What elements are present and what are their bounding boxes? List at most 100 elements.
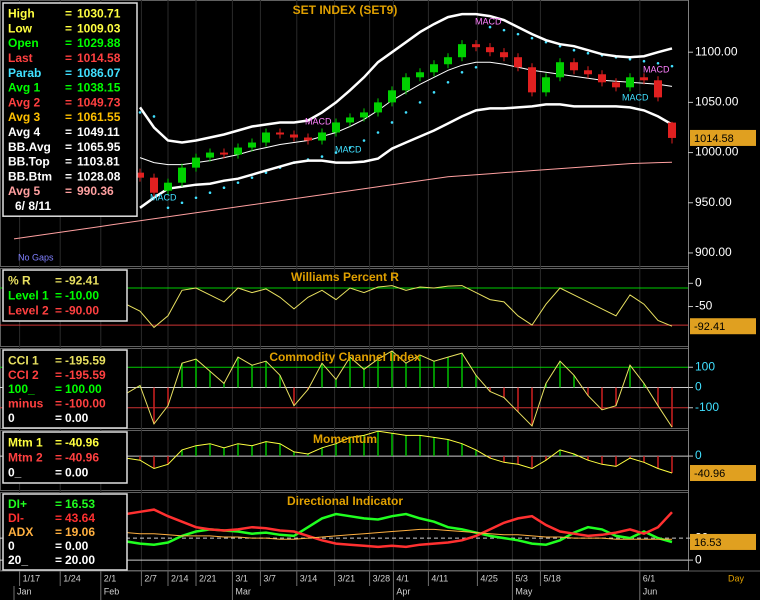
parab-dot xyxy=(642,59,646,63)
overlay-line xyxy=(138,12,673,144)
parab-dot xyxy=(656,61,660,65)
month-label: Jan xyxy=(17,586,32,596)
legend-separator: = xyxy=(65,140,72,154)
x-tick-label: 2/7 xyxy=(144,573,157,583)
candle-body xyxy=(220,152,228,155)
legend-name: Mtm 2 xyxy=(8,451,43,465)
y-tick-label: 100 xyxy=(695,359,715,373)
parab-dot xyxy=(334,151,338,154)
legend-name: 0 xyxy=(8,411,15,425)
x-tick-label: 2/21 xyxy=(199,573,217,583)
legend-separator: = xyxy=(65,125,72,139)
legend-value: -92.41 xyxy=(65,274,99,288)
legend-value: 1014.58 xyxy=(77,51,121,65)
legend-separator: = xyxy=(55,436,62,450)
x-axis-label: Day xyxy=(728,573,745,583)
candle-body xyxy=(416,72,424,78)
legend-separator: = xyxy=(65,184,72,198)
parab-dot xyxy=(404,111,408,114)
parab-dot xyxy=(222,186,226,190)
legend-name: BB.Top xyxy=(8,155,50,169)
legend-separator: = xyxy=(65,51,72,65)
legend-value: 1086.07 xyxy=(77,66,121,80)
parab-dot xyxy=(530,36,534,40)
legend-name: Level 1 xyxy=(8,289,49,303)
x-tick-label: 1/24 xyxy=(63,573,81,583)
y-tick-label: 1050.00 xyxy=(695,95,739,109)
y-tick-label: 900.00 xyxy=(695,245,732,259)
candle-body xyxy=(332,122,340,133)
legend-value: 16.53 xyxy=(65,497,95,511)
candle-body xyxy=(164,182,172,191)
y-tick-label: -100 xyxy=(695,400,719,414)
x-tick-label: 5/3 xyxy=(515,573,528,583)
chart-title: SET INDEX (SET9) xyxy=(293,3,398,17)
parab-dot xyxy=(250,176,254,179)
candle-body xyxy=(262,132,270,143)
candle-body xyxy=(486,47,494,53)
legend-value: -195.59 xyxy=(65,368,106,382)
x-tick-label: 5/18 xyxy=(543,573,561,583)
legend-date: 6/ 8/11 xyxy=(15,199,51,213)
legend-separator: = xyxy=(65,21,72,35)
legend-separator: = xyxy=(55,382,62,396)
month-label: Jun xyxy=(643,586,658,596)
legend-separator: = xyxy=(55,466,62,480)
legend-name: BB.Avg xyxy=(8,140,51,154)
parab-dot xyxy=(180,201,184,205)
parab-dot xyxy=(586,51,590,55)
annotation: MACD xyxy=(335,144,362,154)
legend-value: -40.96 xyxy=(65,436,99,450)
value-box xyxy=(690,465,756,482)
x-tick-label: 2/1 xyxy=(104,573,117,583)
legend-separator: = xyxy=(55,411,62,425)
legend-name: Level 2 xyxy=(8,304,49,318)
parab-dot xyxy=(418,101,422,104)
panel-title: Directional Indicator xyxy=(287,494,403,508)
legend-name: Avg 2 xyxy=(8,95,41,109)
x-tick-label: 3/7 xyxy=(263,573,276,583)
legend-value: -195.59 xyxy=(65,353,106,367)
parab-dot xyxy=(460,70,464,74)
candle-body xyxy=(556,62,564,78)
parab-dot xyxy=(474,65,478,69)
parab-dot xyxy=(138,111,142,114)
legend-value: -100.00 xyxy=(65,397,106,411)
value-box-label: -40.96 xyxy=(694,468,725,480)
candle-body xyxy=(150,177,158,193)
panel-title: Momentum xyxy=(313,432,377,446)
parab-dot xyxy=(432,91,436,94)
candle-body xyxy=(598,74,606,83)
legend-separator: = xyxy=(55,553,62,567)
legend-value: 1049.11 xyxy=(77,125,120,139)
candle-body xyxy=(374,102,382,113)
legend-box xyxy=(2,493,128,571)
candle-body xyxy=(430,64,438,73)
panel-title: Commodity Channel Index xyxy=(269,350,421,364)
legend-separator: = xyxy=(55,451,62,465)
parab-dot xyxy=(446,81,450,84)
legend-separator: = xyxy=(65,155,72,169)
x-tick-label: 3/14 xyxy=(300,573,318,583)
parab-dot xyxy=(208,191,212,195)
legend-separator: = xyxy=(65,95,72,109)
legend-value: 0.00 xyxy=(65,411,89,425)
parab-dot xyxy=(362,139,366,142)
legend-value: 1009.03 xyxy=(77,21,121,35)
legend-box xyxy=(2,269,128,322)
candle-body xyxy=(542,77,550,93)
legend-separator: = xyxy=(55,274,62,288)
candle-body xyxy=(206,152,214,158)
legend-box xyxy=(2,2,138,217)
annotation: MACD xyxy=(643,64,670,74)
panel-title: Williams Percent R xyxy=(291,270,399,284)
legend-box xyxy=(2,349,128,429)
candle-body xyxy=(570,62,578,71)
parab-dot xyxy=(348,146,352,149)
legend-separator: = xyxy=(65,81,72,95)
candle-body xyxy=(654,80,662,98)
legend-name: ADX xyxy=(8,525,33,539)
x-tick-label: 4/25 xyxy=(480,573,498,583)
candle-body xyxy=(318,132,326,141)
parab-dot xyxy=(390,121,394,124)
